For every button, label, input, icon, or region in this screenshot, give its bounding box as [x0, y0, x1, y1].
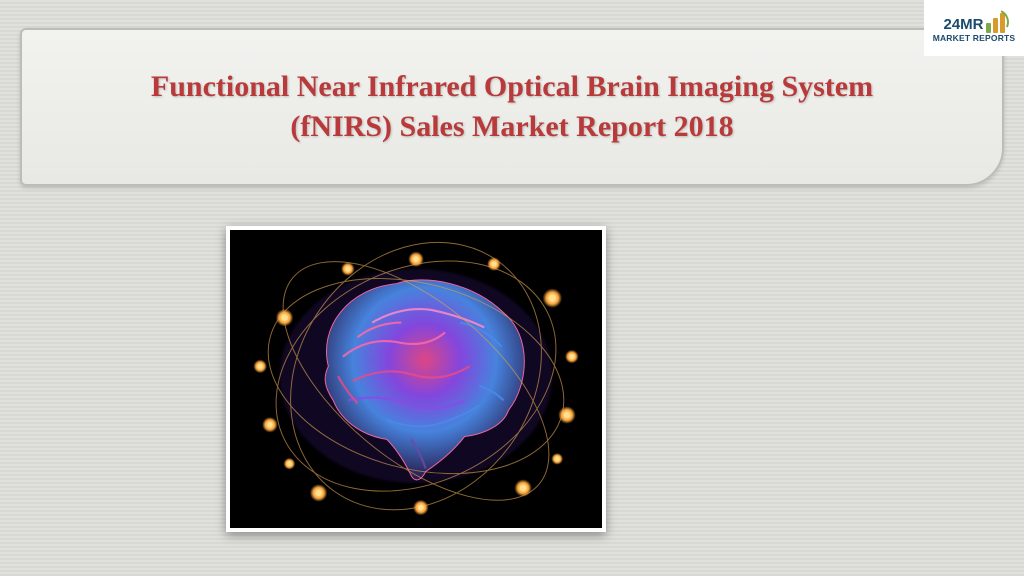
logo-bars-icon	[986, 13, 1005, 33]
brain-image-frame	[226, 226, 606, 532]
brain-illustration	[230, 230, 602, 528]
logo-top-row: 24MR	[943, 13, 1004, 33]
logo-prefix: 24MR	[943, 16, 983, 33]
logo-subtitle: MARKET REPORTS	[933, 33, 1016, 43]
logo-24mr: 24MR MARKET REPORTS	[924, 0, 1024, 56]
slide-title: Functional Near Infrared Optical Brain I…	[102, 67, 922, 148]
title-panel: Functional Near Infrared Optical Brain I…	[20, 28, 1004, 186]
